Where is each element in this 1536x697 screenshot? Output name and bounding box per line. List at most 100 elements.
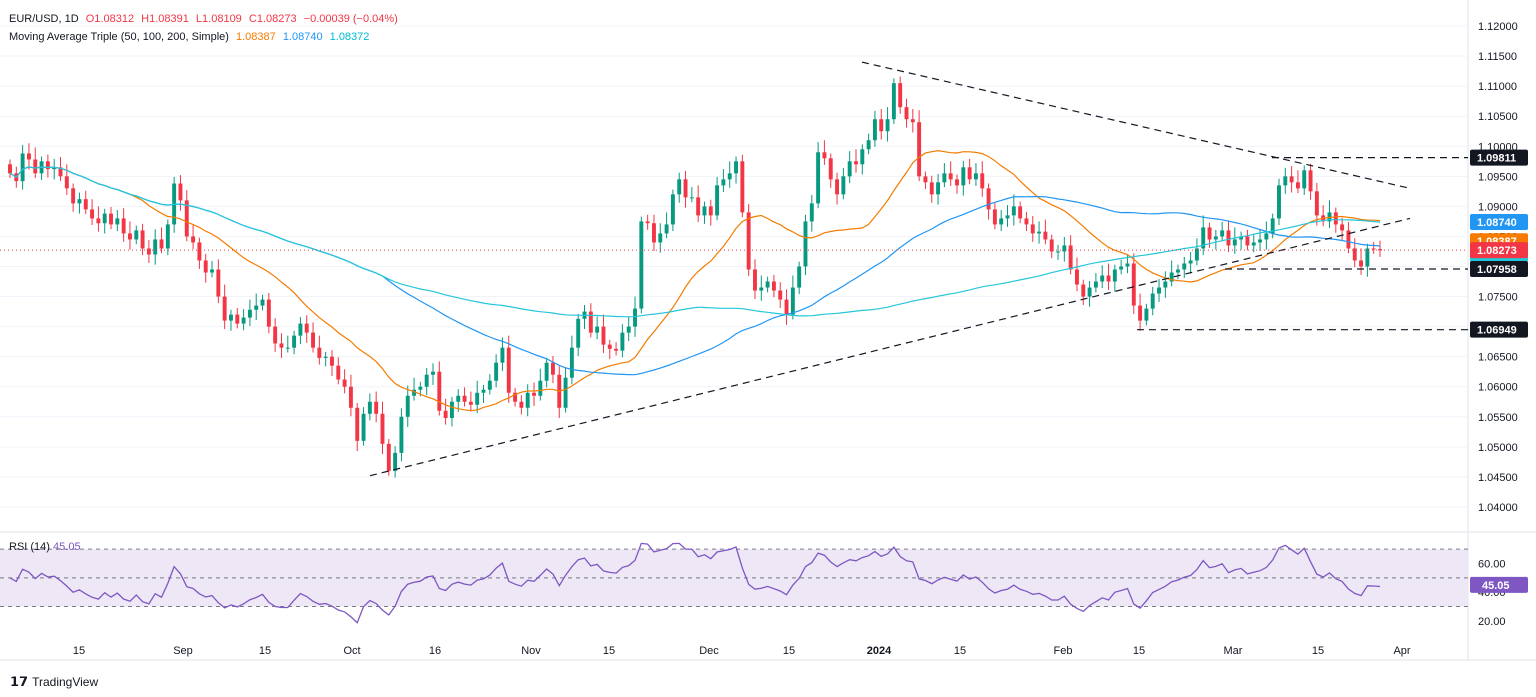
candle — [20, 153, 25, 182]
candle — [475, 392, 480, 405]
rsi-label[interactable]: RSI (14) — [9, 541, 50, 553]
candle — [727, 173, 732, 180]
candle — [449, 401, 454, 418]
candle — [140, 230, 145, 249]
price-label-text: 1.08740 — [1477, 217, 1517, 229]
candle — [1371, 248, 1376, 250]
resistance-trendline[interactable] — [861, 61, 1411, 189]
price-tick-label: 1.06000 — [1478, 382, 1518, 394]
candle — [1283, 176, 1288, 186]
time-tick-label: 2024 — [867, 645, 892, 657]
candle — [374, 401, 379, 414]
candle — [468, 401, 473, 405]
candle — [1245, 236, 1250, 246]
candle — [260, 299, 265, 306]
candle — [311, 332, 315, 348]
rsi-legend: RSI (14) 45.05 — [9, 541, 81, 553]
price-tick-label: 1.09000 — [1478, 201, 1518, 213]
candle — [235, 314, 240, 324]
candle — [708, 206, 713, 216]
candle — [58, 167, 63, 177]
candle — [702, 206, 707, 216]
ma-legend: Moving Average Triple (50, 100, 200, Sim… — [9, 31, 373, 43]
candle — [513, 392, 518, 402]
candle — [367, 401, 372, 414]
candle — [1277, 185, 1281, 219]
candle — [273, 326, 278, 344]
candle — [854, 161, 858, 165]
candle — [1011, 206, 1016, 216]
candle — [115, 218, 120, 225]
candle — [816, 152, 821, 204]
candle — [967, 167, 972, 180]
support-trendline[interactable] — [369, 217, 1411, 477]
candle — [689, 197, 694, 199]
candle — [1188, 260, 1193, 264]
candle — [127, 233, 132, 240]
candle — [292, 335, 297, 348]
candle — [102, 213, 107, 224]
time-tick-label: 15 — [954, 645, 966, 657]
candle — [1131, 263, 1136, 306]
candle — [405, 395, 410, 417]
candle — [399, 416, 404, 453]
symbol-label[interactable]: EUR/USD, 1D — [9, 13, 79, 25]
rsi-value: 45.05 — [53, 541, 81, 553]
candle — [1207, 227, 1212, 240]
candle — [1093, 281, 1098, 288]
candle — [746, 212, 751, 270]
candle — [1125, 263, 1130, 267]
chart-header-ohlc: EUR/USD, 1D O1.08312 H1.08391 L1.08109 C… — [9, 13, 402, 25]
candle — [33, 159, 38, 174]
ma100-value: 1.08740 — [282, 31, 323, 43]
candle — [45, 161, 50, 170]
price-tick-label: 1.11500 — [1478, 51, 1517, 63]
candle — [1018, 206, 1023, 219]
candle — [216, 269, 221, 297]
candle — [184, 200, 189, 237]
price-tick-label: 1.05000 — [1478, 442, 1518, 454]
candle — [323, 356, 328, 358]
price-tick-label: 1.12000 — [1478, 21, 1518, 33]
candle — [279, 343, 284, 348]
candle — [83, 199, 88, 210]
ma-label[interactable]: Moving Average Triple (50, 100, 200, Sim… — [9, 31, 229, 43]
time-tick-label: Mar — [1224, 645, 1243, 657]
candle — [765, 281, 770, 288]
candle — [569, 347, 574, 378]
tradingview-brand[interactable]: 𝟭𝟳 TradingView — [10, 674, 98, 690]
candle — [210, 269, 214, 273]
time-tick-label: 15 — [1312, 645, 1324, 657]
candle — [866, 140, 871, 150]
candle — [910, 119, 915, 123]
price-label-text: 1.08273 — [1477, 245, 1517, 257]
candle — [1087, 287, 1092, 297]
price-tick-label: 1.05500 — [1478, 412, 1518, 424]
candle — [715, 185, 720, 216]
candle — [1232, 239, 1237, 246]
candle — [121, 218, 126, 234]
candle — [917, 122, 922, 177]
close-value: C1.08273 — [248, 13, 297, 25]
candle — [1213, 236, 1218, 240]
rsi-line — [9, 542, 1381, 624]
candle — [614, 348, 619, 351]
candle — [203, 260, 208, 273]
time-tick-label: Oct — [343, 645, 360, 657]
rsi-tick-label: 60.00 — [1478, 559, 1506, 571]
ma200-line — [9, 166, 1381, 318]
candle — [481, 389, 486, 393]
candle — [52, 167, 57, 170]
candle — [71, 188, 76, 204]
candle — [790, 287, 795, 315]
open-value: O1.08312 — [85, 13, 135, 25]
candle — [620, 332, 625, 351]
candle — [109, 213, 113, 225]
rsi-value-badge-text: 45.05 — [1482, 580, 1510, 592]
time-tick-label: 16 — [429, 645, 441, 657]
candle — [588, 311, 593, 333]
candle — [361, 413, 366, 441]
candle — [797, 266, 802, 288]
candle — [923, 176, 928, 183]
